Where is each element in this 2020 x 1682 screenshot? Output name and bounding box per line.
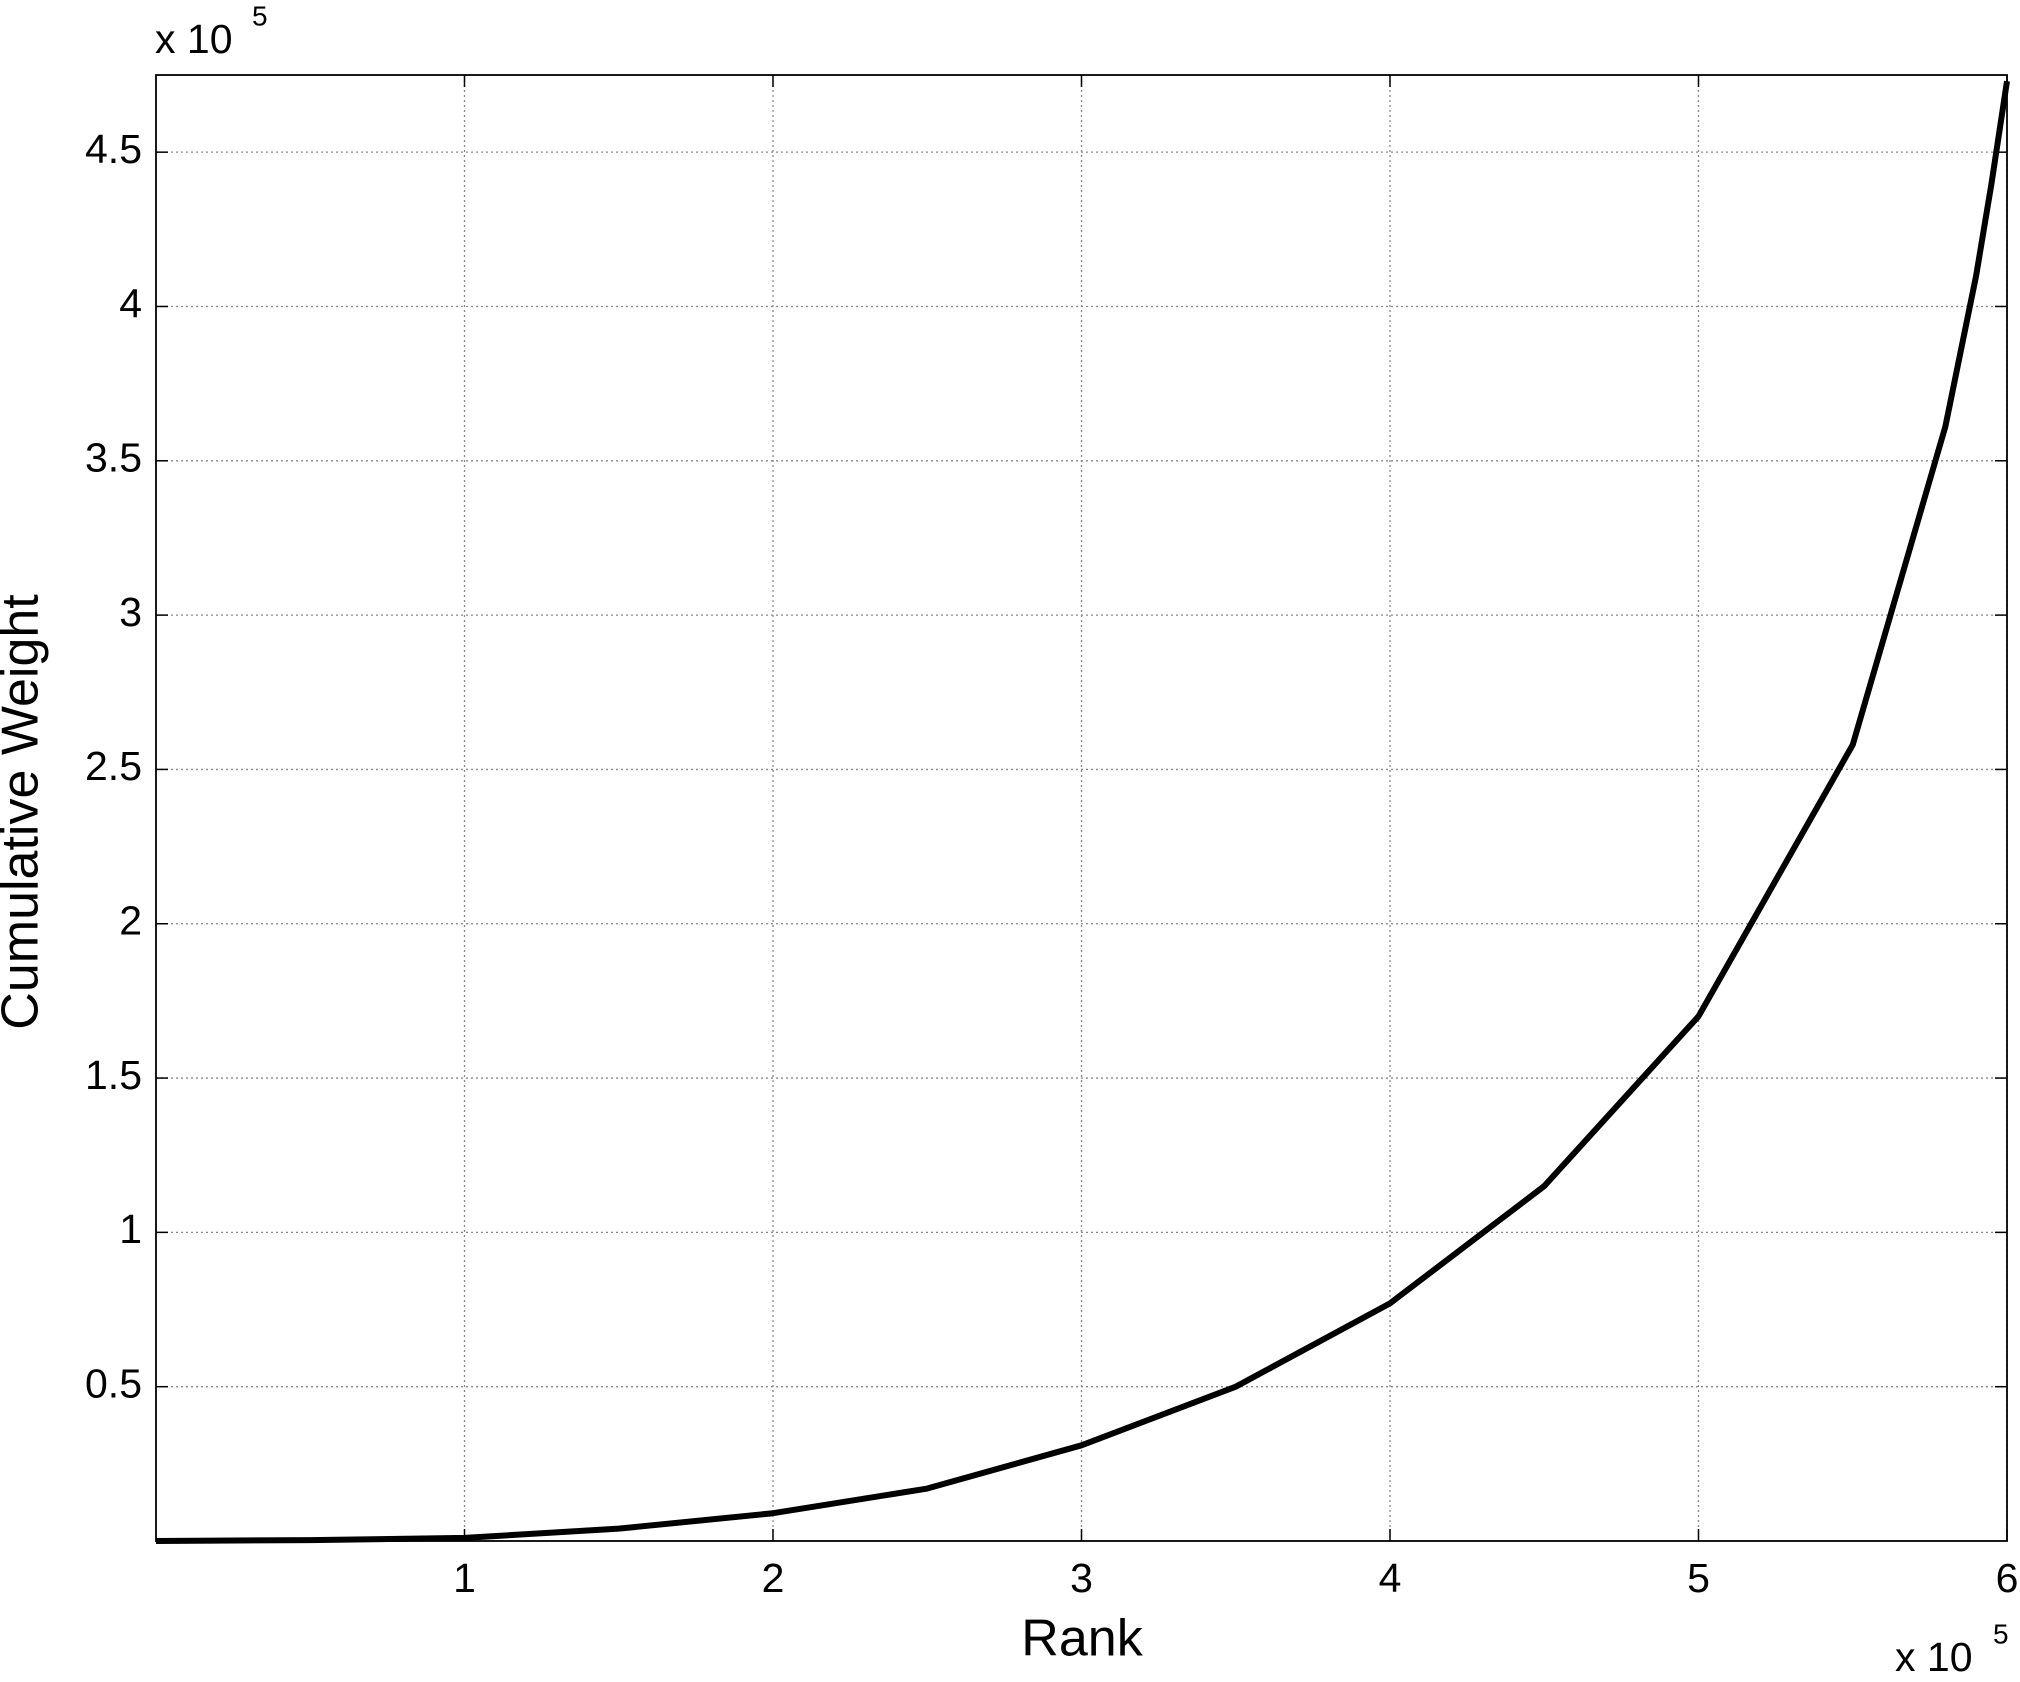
plot-frame xyxy=(155,74,2008,1542)
y-tick-label: 1 xyxy=(119,1206,142,1252)
x-multiplier-exponent: 5 xyxy=(1993,1618,2009,1649)
y-axis-label: Cumulative Weight xyxy=(0,594,50,1030)
y-tick-label: 3.5 xyxy=(85,435,142,481)
y-tick-label: 4 xyxy=(119,280,142,326)
x-tick-label: 1 xyxy=(453,1555,476,1601)
y-tick-label: 4.5 xyxy=(85,126,142,172)
y-tick-label: 2 xyxy=(119,898,142,944)
x-multiplier: x 10 xyxy=(1895,1634,1973,1680)
y-multiplier: x 10 xyxy=(155,16,233,62)
x-tick-label: 5 xyxy=(1687,1555,1710,1601)
y-multiplier-exponent: 5 xyxy=(252,0,268,31)
x-axis-label: Rank xyxy=(1021,1610,1143,1668)
data-line xyxy=(155,80,2010,1544)
y-tick-label: 3 xyxy=(119,589,142,635)
x-tick-label: 2 xyxy=(762,1555,785,1601)
x-tick-label: 4 xyxy=(1379,1555,1402,1601)
y-tick-label: 1.5 xyxy=(85,1052,142,1098)
x-tick-label: 6 xyxy=(1996,1555,2019,1601)
y-tick-label: 2.5 xyxy=(85,743,142,789)
y-tick-label: 0.5 xyxy=(85,1361,142,1407)
x-tick-label: 3 xyxy=(1070,1555,1093,1601)
